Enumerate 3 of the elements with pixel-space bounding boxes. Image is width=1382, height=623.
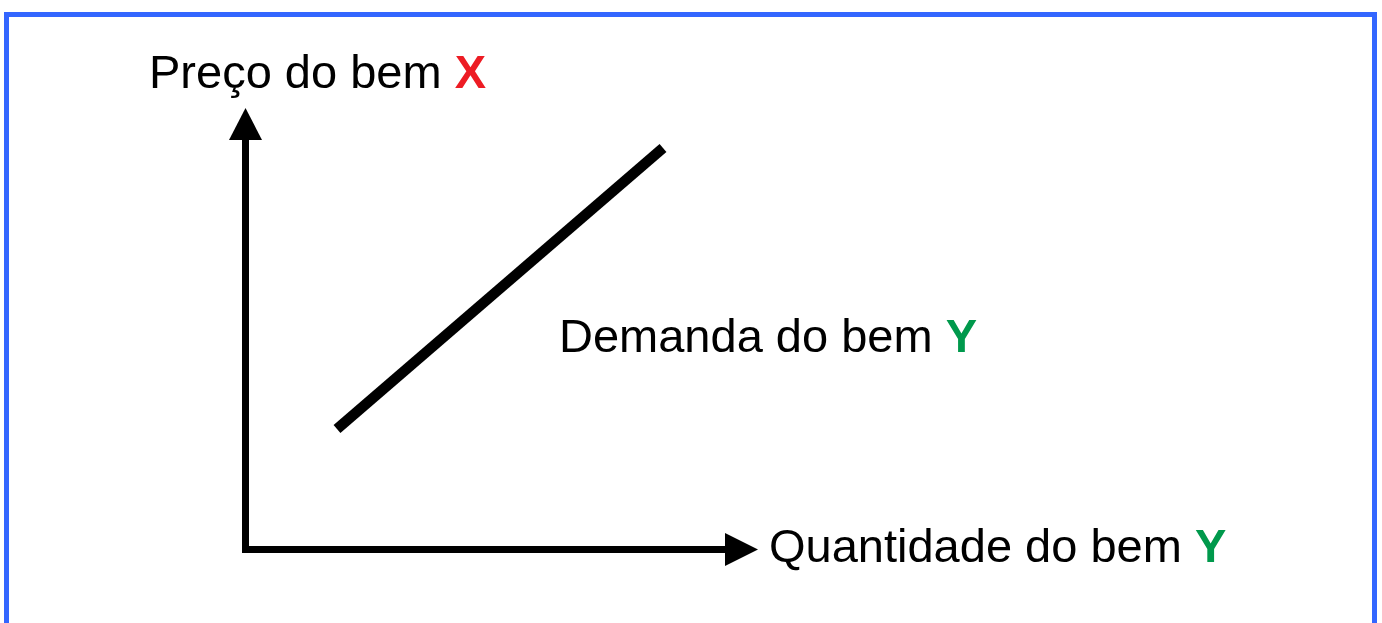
y-axis-title: Preço do bem X: [149, 45, 487, 98]
x-axis-title: Quantidade do bem Y: [769, 518, 1227, 572]
series-label: Demanda do bem Y: [559, 308, 978, 362]
